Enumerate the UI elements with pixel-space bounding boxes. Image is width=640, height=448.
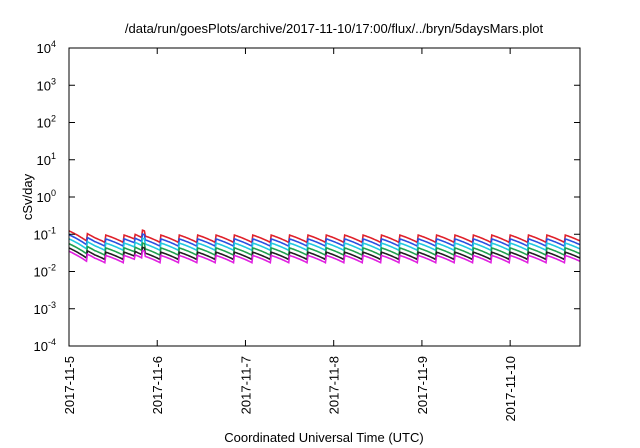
plot-frame <box>68 47 581 347</box>
y-axis-label: cSv/day <box>20 173 35 220</box>
y-tick-label: 10-3 <box>34 300 56 317</box>
x-tick-label: 2017-11-6 <box>150 356 165 414</box>
x-tick-label: 2017-11-5 <box>62 356 77 414</box>
x-tick-label: 2017-11-8 <box>327 356 342 414</box>
series-line-3 <box>68 237 581 252</box>
y-tick-label: 10-1 <box>34 225 56 242</box>
y-tick-label: 102 <box>37 114 56 131</box>
x-tick-label: 2017-11-10 <box>503 356 518 422</box>
x-tick-label: 2017-11-9 <box>415 356 430 414</box>
series-group <box>68 229 581 264</box>
chart-title: /data/run/goesPlots/archive/2017-11-10/1… <box>125 21 544 36</box>
y-axis: 10-4 10-3 10-2 10-1 100 101 102 103 104 <box>34 39 580 354</box>
series-line-4 <box>68 241 581 257</box>
series-line-6 <box>68 249 581 264</box>
y-tick-label: 103 <box>37 76 56 93</box>
series-line-1 <box>68 229 581 244</box>
x-tick-label: 2017-11-7 <box>238 356 253 414</box>
y-tick-label: 10-2 <box>34 263 56 280</box>
x-axis: 2017-11-5 2017-11-6 2017-11-7 2017-11-8 2017… <box>62 48 518 422</box>
y-tick-label: 101 <box>37 151 56 168</box>
series-line-2 <box>68 232 581 248</box>
series-line-5 <box>68 246 581 261</box>
y-tick-label: 100 <box>37 188 56 205</box>
y-tick-label: 104 <box>37 39 56 56</box>
y-tick-label: 10-4 <box>34 337 56 354</box>
x-axis-label: Coordinated Universal Time (UTC) <box>224 430 423 445</box>
